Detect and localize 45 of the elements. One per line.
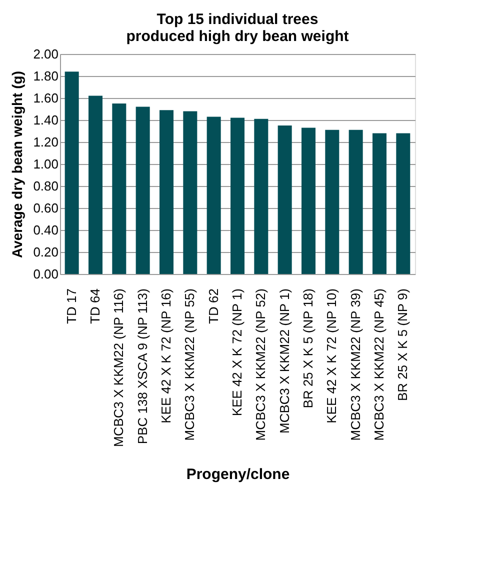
bar: [112, 104, 126, 274]
bar: [348, 130, 363, 274]
bar: [183, 111, 198, 274]
bar: [206, 116, 221, 274]
x-tick-label: MCBC3 X KKM22 (NP 1): [276, 288, 292, 434]
bar: [88, 96, 102, 274]
bar: [325, 130, 340, 274]
x-tick-label: KEE 42 X K 72 (NP 16): [158, 288, 174, 424]
bar: [278, 126, 292, 274]
bar: [302, 128, 316, 274]
bar: [254, 118, 268, 274]
bar: [160, 110, 174, 274]
y-axis-title: Average dry bean weight (g): [9, 71, 26, 258]
bar: [230, 118, 244, 274]
bar: [396, 133, 410, 274]
x-tick-label: KEE 42 X K 72 (NP 1): [230, 288, 244, 416]
x-tick-label: MCBC3 X KKM22 (NP 52): [253, 288, 268, 441]
x-tick-label: BR 25 X K 5 (NP 9): [395, 288, 410, 401]
x-tick-label: TD 62: [206, 288, 221, 324]
x-tick-label: MCBC3 X KKM22 (NP 39): [348, 288, 363, 441]
y-tick-label: 1.40: [33, 112, 58, 128]
bar: [372, 133, 386, 274]
text: Top 15 individual trees: [156, 11, 318, 28]
x-tick-label: PBC 138 XSCA 9 (NP 113): [134, 288, 150, 444]
y-tick-label: 0.60: [33, 200, 58, 216]
x-tick-label: TD 64: [88, 288, 102, 324]
bar: [64, 72, 79, 274]
x-tick-label: TD 17: [64, 288, 79, 324]
y-tick-label: 0.00: [33, 266, 58, 282]
y-tick-label: 1.80: [33, 68, 58, 84]
y-tick-label: 1.20: [33, 134, 58, 150]
bar: [136, 106, 150, 274]
y-tick-label: 1.00: [33, 156, 58, 172]
y-tick-label: 0.40: [33, 222, 58, 238]
x-tick-label: BR 25 X K 5 (NP 18): [300, 288, 316, 408]
text: produced high dry bean weight: [126, 28, 349, 45]
y-tick-label: 0.80: [33, 178, 58, 194]
x-tick-label: MCBC3 X KKM22 (NP 55): [182, 288, 198, 441]
x-tick-label: MCBC3 X KKM22 (NP 45): [372, 288, 386, 441]
x-axis-title: Progeny/clone: [186, 466, 290, 484]
x-tick-label: KEE 42 X K 72 (NP 10): [324, 288, 340, 424]
y-tick-label: 2.00: [33, 46, 58, 62]
y-tick-label: 1.60: [33, 90, 58, 106]
y-tick-label: 0.20: [33, 244, 58, 260]
x-tick-label: MCBC3 X KKM22 (NP 116): [111, 288, 126, 447]
